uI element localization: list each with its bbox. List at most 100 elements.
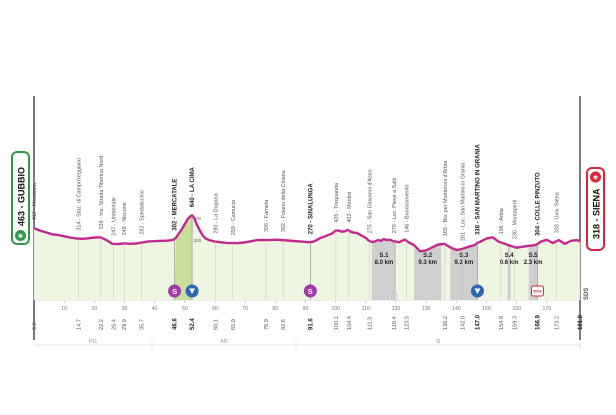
axis-tick-label-6: 70 [242, 306, 248, 312]
place-label-8: 280 - La Dogana [213, 193, 219, 233]
axis-tick-label-4: 50 [182, 306, 188, 312]
finish-icon-glyph: ✽ [593, 175, 598, 182]
km-label-4: 29.9 [122, 319, 128, 330]
place-label-13: 435 - Trequanda [334, 183, 340, 223]
km-label-6: 46.6 [173, 318, 179, 330]
place-label-3: 247 - Umbertide [112, 197, 118, 236]
axis-tick-label-14: 150 [482, 306, 491, 312]
axis-tick-label-12: 130 [422, 306, 431, 312]
profile-line [33, 214, 581, 253]
axis-tick-label-0: 10 [61, 306, 67, 312]
km-label-0: 0.0 [32, 322, 38, 330]
place-label-7: 640 - LA CIMA [190, 167, 196, 208]
axis-tick-label-7: 80 [272, 306, 278, 312]
axis-tick-label-2: 30 [122, 306, 128, 312]
km-label-15: 111.3 [368, 317, 374, 330]
place-label-24: 330 - Univ. Siena [555, 192, 561, 233]
finish-badge-box [586, 167, 605, 251]
place-labels: 412 - Mocaiana 314 - Staz. di Campo'reggi… [32, 144, 561, 241]
sprint-icon-2 [303, 284, 317, 298]
sector-name-4: S.4 [505, 253, 515, 259]
km-label-5: 35.7 [140, 319, 146, 330]
km-label-3: 26.4 [112, 319, 118, 330]
sprint-icon-letter-2: S [308, 287, 313, 296]
kom-icon-mark-2 [474, 288, 481, 294]
axis-ticks: 10 20 30 40 50 60 70 80 90 100 110 120 130 140 150 160 1… [61, 300, 551, 312]
km-label-9: 65.9 [231, 319, 237, 330]
place-label-11: 302 - Foiano della Chiana [281, 170, 287, 232]
finish-badge-label: 318 - SIENA [592, 188, 602, 239]
start-icon-glyph: ✽ [18, 233, 23, 240]
sector-area-4 [507, 244, 511, 300]
profile-line-layer [33, 214, 581, 253]
axis-tick-label-8: 90 [303, 306, 309, 312]
place-label-23: 304 - COLLE PINZUTO [536, 172, 542, 236]
axis-tick-label-9: 100 [331, 306, 340, 312]
sector-distance-2: 9.3 km [418, 260, 437, 266]
place-label-5: 282 - Spedalicchio [140, 190, 146, 234]
km-label-11: 82.6 [281, 319, 287, 330]
place-label-9: 259 - Camucia [231, 200, 237, 235]
km-label-8: 60.1 [213, 319, 219, 330]
place-label-6: 302 - MERCATALE [173, 179, 179, 231]
region-label-si: SI [435, 339, 441, 345]
start-icon [15, 230, 26, 241]
profile-area [34, 215, 580, 300]
region-label-pg: PG [89, 339, 97, 345]
axis-tick-label-16: 170 [542, 306, 551, 312]
sector-area-2 [414, 244, 442, 300]
finish-icon [590, 171, 601, 183]
km-label-18: 136.2 [443, 316, 449, 330]
km-label-13: 100.1 [334, 316, 340, 330]
place-label-10: 306 - Farneta [264, 200, 270, 232]
km-label-21: 154.8 [499, 316, 505, 330]
km-label-7: 52.4 [190, 318, 196, 330]
axis-tick-label-13: 140 [452, 306, 461, 312]
place-label-20: 338 - SAN MARTINO IN GRANIA [475, 144, 481, 235]
axis-tick-label-10: 110 [362, 306, 370, 312]
sector-distance-5: 2.3 km [524, 260, 543, 266]
feed-zone-label: FZ [391, 295, 395, 299]
place-label-17: 146 - Buonconvento [405, 185, 411, 233]
sector-distance-3: 9.3 km [455, 260, 474, 266]
sector-name-3: S.3 [459, 253, 469, 259]
sector-name-2: S.2 [423, 253, 433, 259]
kom-icon-mark-1 [189, 288, 196, 294]
climb-gradient-area [174, 215, 193, 300]
axis-tick-label-3: 40 [152, 306, 158, 312]
climb-label-300: 300 [194, 238, 202, 243]
feed-zone-icon [388, 293, 398, 300]
region-markers: PG AR SI [89, 339, 581, 349]
sector-distance-1: 8.0 km [375, 260, 394, 266]
place-label-4: 248 - Niccone [122, 202, 128, 235]
place-label-2: 339 - Ins. Strada Tiberina Nord [99, 156, 105, 230]
km-label-10: 76.9 [264, 319, 270, 330]
start-badge-label: 463 - GUBBIO [17, 167, 27, 226]
km-label-14: 104.4 [347, 316, 353, 330]
sector-area-1 [371, 239, 396, 300]
km-label-19: 142.0 [460, 316, 466, 330]
profile-fill-layer: 600 300 [34, 215, 580, 300]
km-label-1: 14.7 [76, 319, 82, 330]
finish-badge: 318 - SIENA ✽ [586, 167, 605, 251]
place-label-22: 230 - Montaperti [513, 200, 519, 239]
sector-distance-4: 0.6 km [500, 260, 519, 266]
place-label-16: 270 - Loc. Pieve a Salti [392, 178, 398, 233]
icon-layer: S S 500m FZ [168, 284, 544, 300]
km-label-16: 119.4 [392, 316, 398, 330]
place-label-15: 275 - San Giovanni d'Asso [368, 170, 374, 234]
axis-tick-label-11: 120 [392, 306, 401, 312]
km-label-17: 123.5 [405, 316, 411, 330]
km-label-25: 181.0 [578, 314, 584, 330]
place-label-12: 270 - SINALUNGA [308, 183, 314, 235]
region-label-ar: AR [220, 339, 228, 345]
sprint-icon-1 [168, 284, 182, 298]
place-label-14: 402 - Montisi [347, 192, 353, 223]
axis-tick-label-5: 60 [212, 306, 218, 312]
sector-name-1: S.1 [379, 253, 389, 259]
start-badge: 463 - GUBBIO ✽ [11, 151, 30, 245]
start-badge-box [11, 151, 30, 245]
km-label-20: 147.0 [475, 314, 481, 330]
